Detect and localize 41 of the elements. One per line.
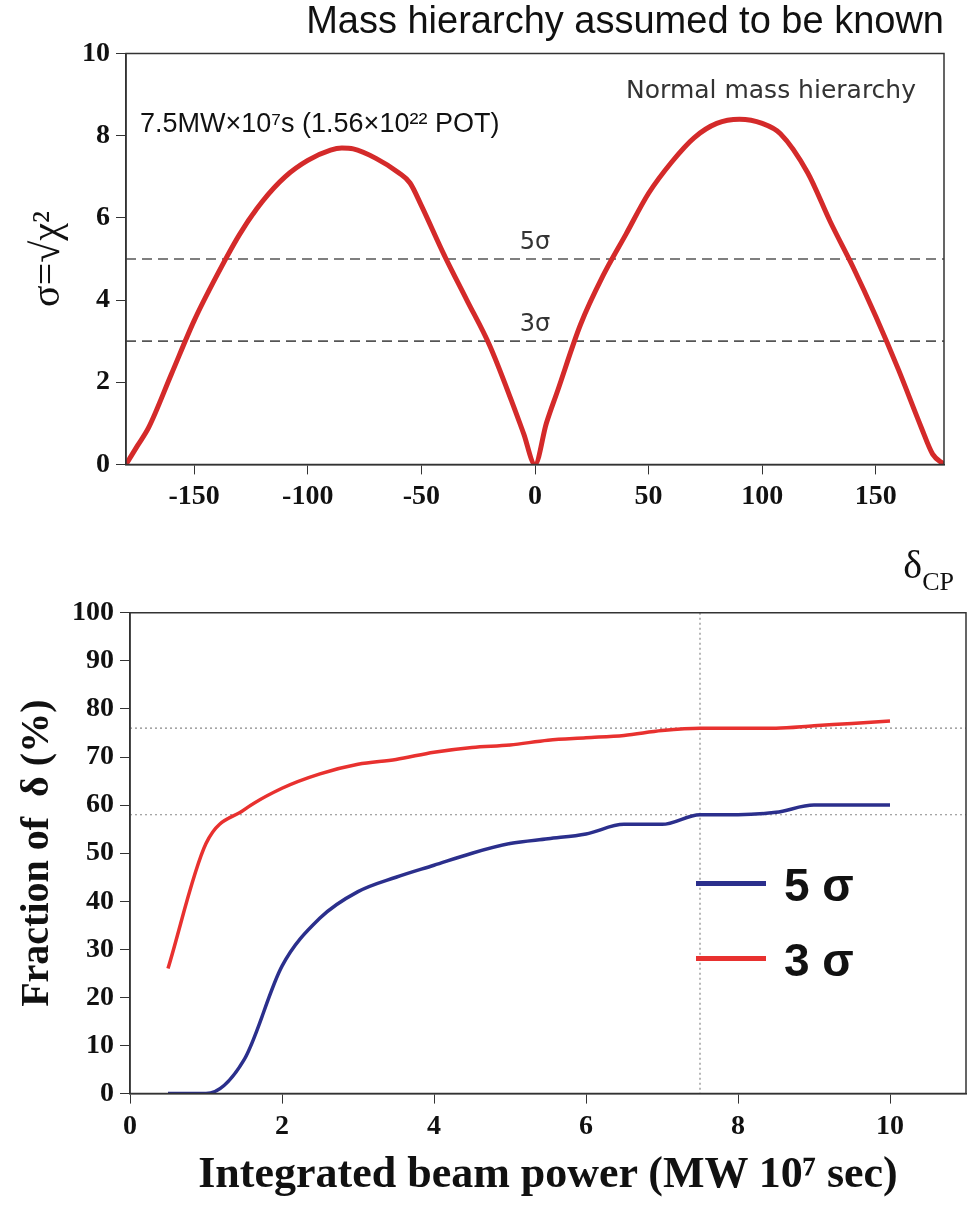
- x-tick-label: -50: [402, 479, 441, 511]
- x-tick-label: 2: [275, 1108, 289, 1140]
- y-tick-label: 20: [86, 979, 114, 1011]
- x-tick-label: 0: [528, 479, 542, 511]
- y-tick-label: 80: [86, 691, 114, 723]
- y-tick-label: 6: [96, 200, 110, 232]
- ref-line-label: 5σ: [519, 227, 551, 255]
- ref-line-label: 3σ: [519, 309, 551, 338]
- y-tick-label: 8: [96, 117, 110, 149]
- chart-title: Mass hierarchy assumed to be known: [306, 0, 944, 42]
- y-axis-title: σ=√χ²: [22, 211, 68, 307]
- x-axis-title: Integrated beam power (MW 10⁷ sec): [198, 1147, 898, 1197]
- x-tick-label: 4: [427, 1108, 441, 1140]
- x-tick-label: 50: [634, 479, 663, 511]
- x-tick-label: -100: [282, 479, 334, 511]
- x-tick-label: 6: [579, 1108, 593, 1140]
- annotation: Normal mass hierarchy: [626, 74, 917, 104]
- line-series: [166, 803, 892, 1094]
- y-tick-label: 0: [100, 1075, 114, 1107]
- x-tick-label: 8: [731, 1108, 745, 1140]
- legend-label: 3 σ: [784, 933, 854, 986]
- y-tick-label: 10: [82, 35, 110, 67]
- annotation: 7.5MW×10⁷s (1.56×10²² POT): [140, 107, 500, 138]
- y-tick-label: 0: [96, 446, 110, 478]
- legend-label: 5 σ: [784, 858, 854, 911]
- y-tick-label: 90: [86, 643, 114, 675]
- x-tick-label: 0: [123, 1108, 137, 1140]
- y-tick-label: 4: [96, 282, 110, 314]
- x-tick-label: 150: [854, 479, 897, 511]
- y-tick-label: 60: [86, 787, 114, 819]
- y-tick-label: 70: [86, 739, 114, 771]
- x-tick-label: 10: [876, 1108, 904, 1140]
- x-tick-label: 100: [741, 479, 784, 511]
- y-axis-title: Fraction of δ (%): [12, 699, 58, 1007]
- y-tick-label: 30: [86, 931, 114, 963]
- y-tick-label: 100: [72, 595, 114, 627]
- y-tick-label: 10: [86, 1027, 114, 1059]
- y-tick-label: 50: [86, 835, 114, 867]
- x-tick-label: -150: [168, 479, 220, 511]
- y-tick-label: 40: [86, 883, 114, 915]
- y-tick-label: 2: [96, 364, 110, 396]
